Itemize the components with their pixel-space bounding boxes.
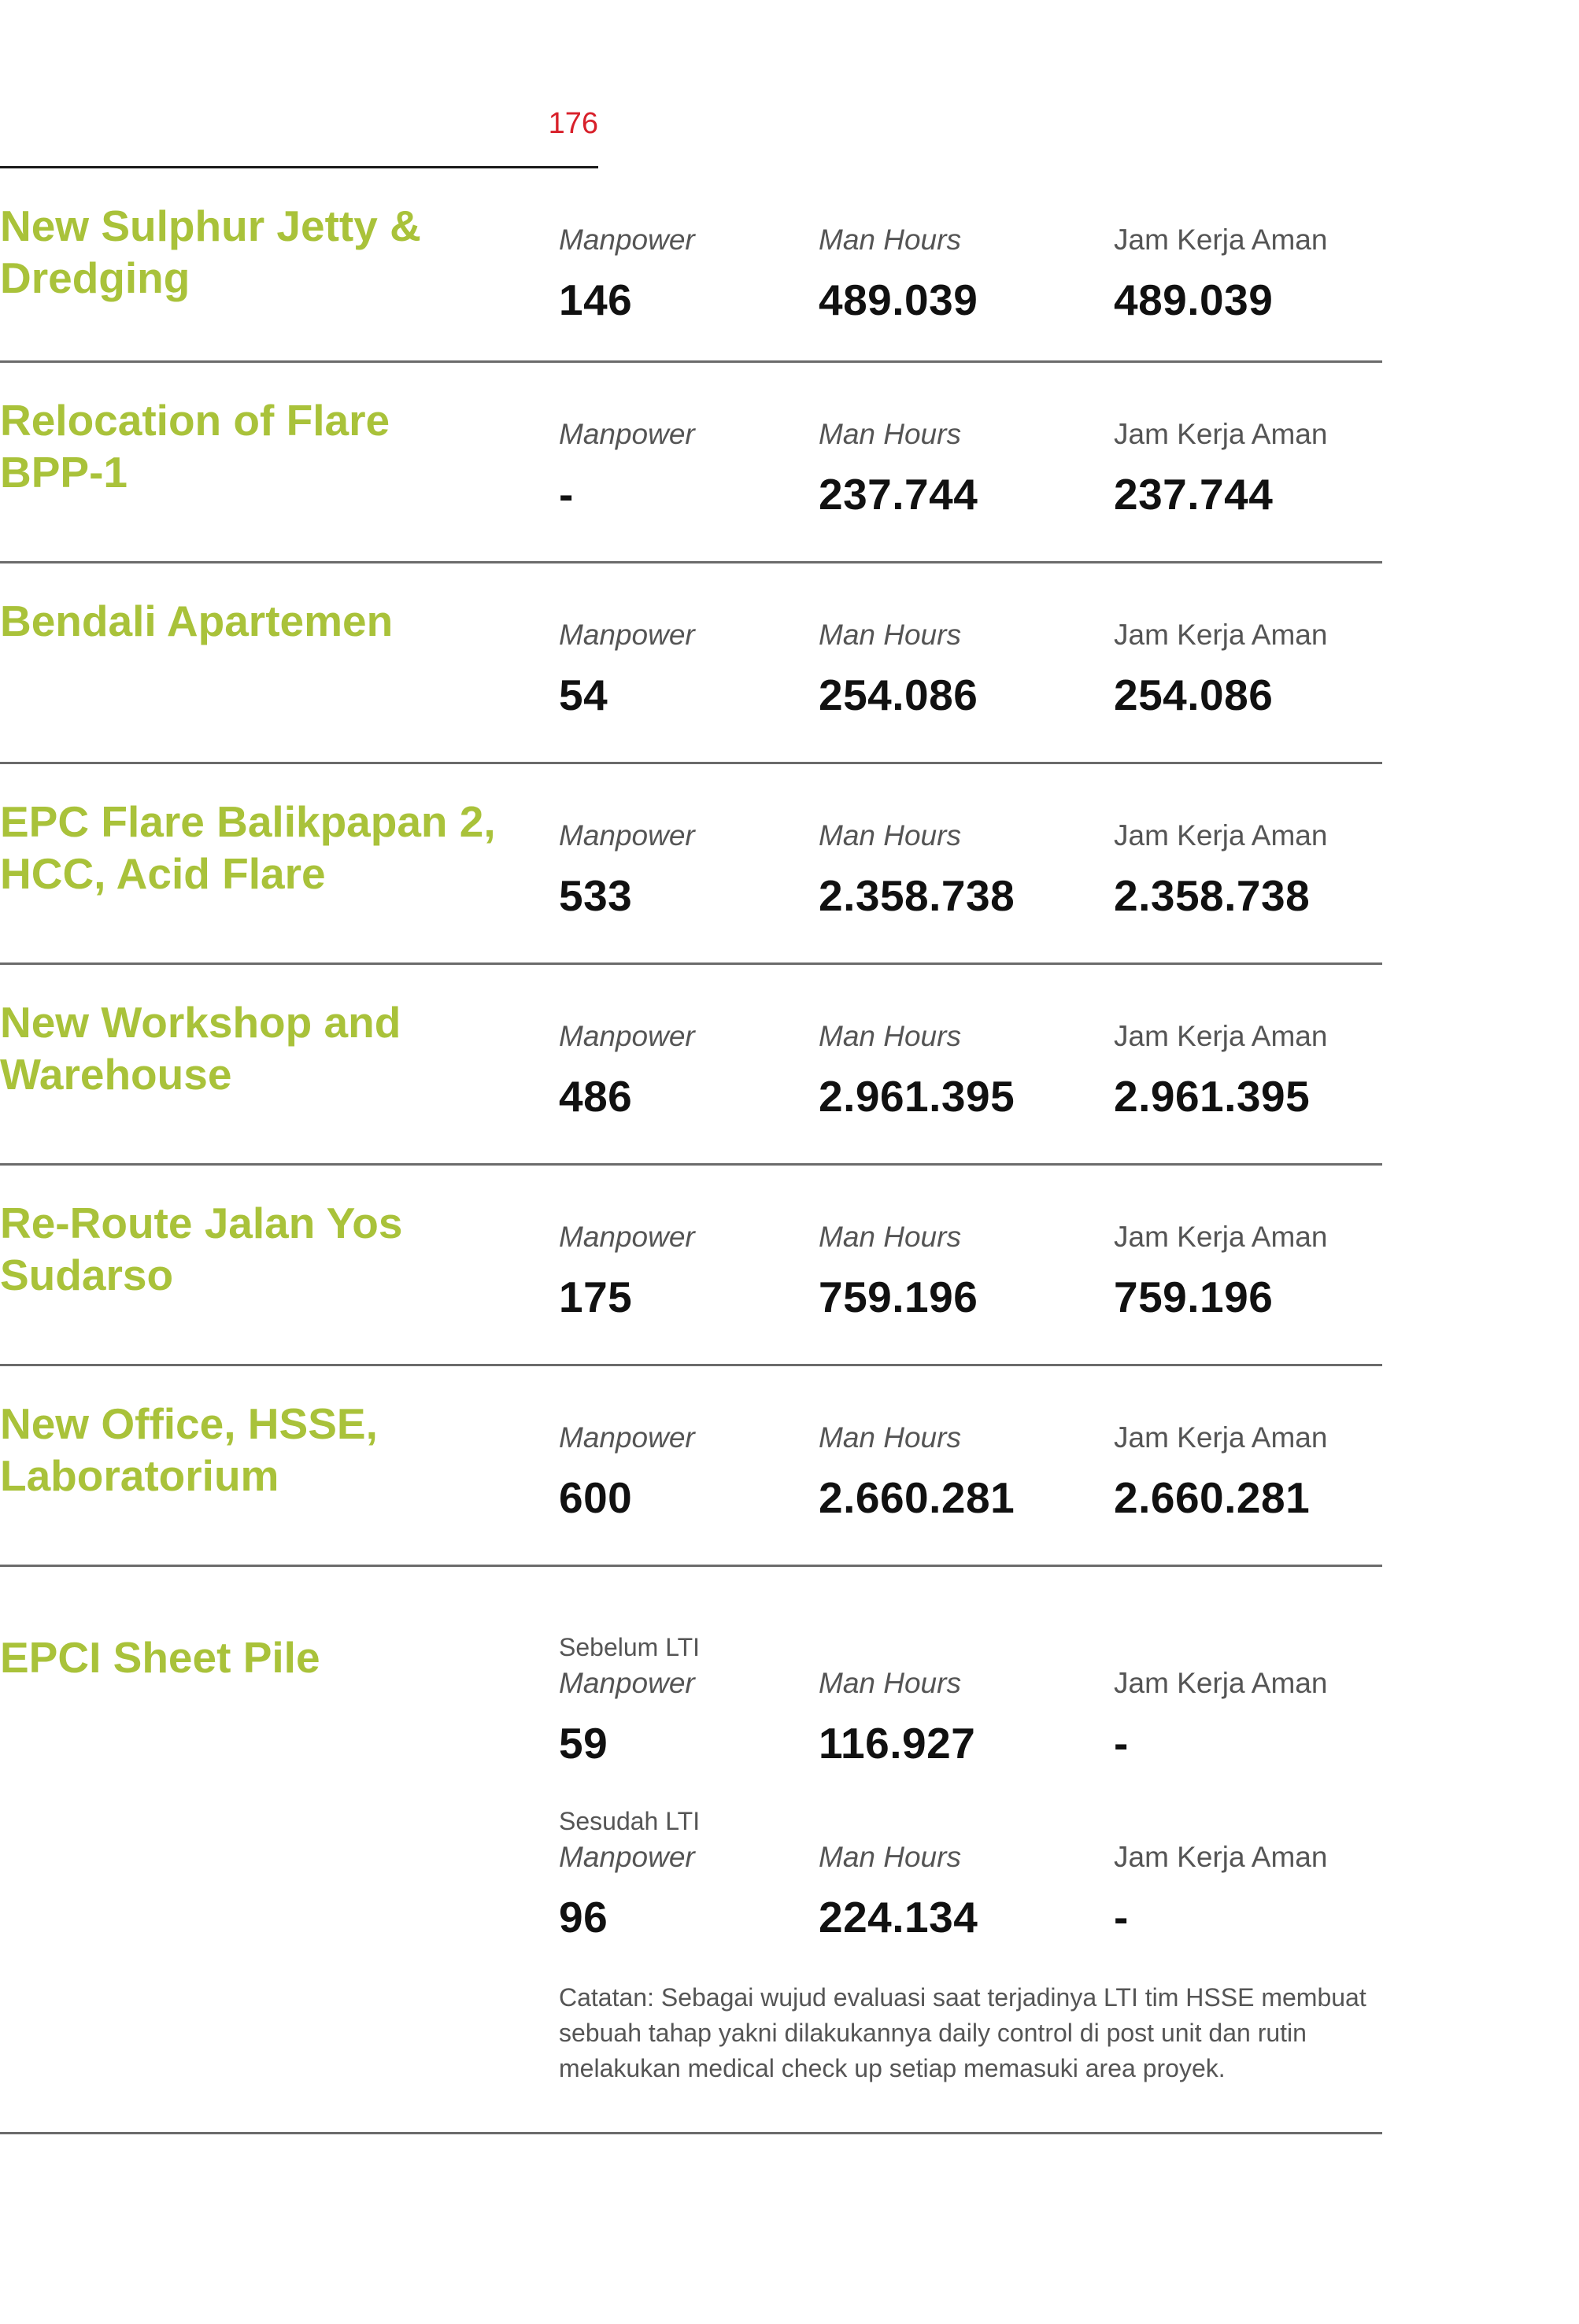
jam-kerja-aman-value: 489.039	[1114, 275, 1274, 324]
project-section-new-office-hsse: New Office, HSSE, Laboratorium Manpower …	[0, 1366, 1382, 1567]
project-title: New Office, HSSE, Laboratorium	[0, 1399, 378, 1500]
project-title: Relocation of Flare BPP-1	[0, 396, 390, 497]
man-hours-label: Man Hours	[819, 1421, 961, 1454]
manpower-value: 600	[559, 1473, 633, 1522]
manpower-value: 146	[559, 275, 633, 324]
jam-kerja-aman-value: 759.196	[1114, 1273, 1274, 1321]
man-hours-value-before: 116.927	[819, 1719, 976, 1768]
project-title: New Workshop and Warehouse	[0, 998, 401, 1099]
project-section-new-sulphur-jetty: New Sulphur Jetty & Dredging Manpower Ma…	[0, 168, 1382, 363]
man-hours-value: 237.744	[819, 470, 978, 519]
jam-kerja-aman-label: Jam Kerja Aman	[1114, 224, 1328, 256]
jam-kerja-aman-label: Jam Kerja Aman	[1114, 1667, 1328, 1699]
project-section-bendali-apartemen: Bendali Apartemen Manpower Man Hours Jam…	[0, 563, 1382, 764]
jam-kerja-aman-value: 2.660.281	[1114, 1473, 1311, 1522]
manpower-label: Manpower	[559, 224, 695, 256]
man-hours-value: 254.086	[819, 671, 978, 719]
phase-label-before-lti: Sebelum LTI	[559, 1633, 701, 1661]
manpower-label: Manpower	[559, 1667, 695, 1699]
jam-kerja-aman-label: Jam Kerja Aman	[1114, 418, 1328, 450]
manpower-label: Manpower	[559, 819, 695, 852]
manpower-label: Manpower	[559, 1421, 695, 1454]
manpower-label: Manpower	[559, 418, 695, 450]
jam-kerja-aman-value-before: -	[1114, 1719, 1129, 1768]
man-hours-label: Man Hours	[819, 418, 961, 450]
project-title: Bendali Apartemen	[0, 597, 394, 645]
header-divider	[0, 166, 598, 168]
jam-kerja-aman-value: 2.358.738	[1114, 871, 1311, 920]
jam-kerja-aman-label: Jam Kerja Aman	[1114, 1221, 1328, 1253]
project-title: EPC Flare Balikpapan 2, HCC, Acid Flare	[0, 797, 496, 898]
jam-kerja-aman-label: Jam Kerja Aman	[1114, 1841, 1328, 1873]
man-hours-label: Man Hours	[819, 619, 961, 651]
manpower-value-after: 96	[559, 1893, 608, 1942]
page-number: 176	[548, 107, 598, 140]
project-section-re-route-jalan: Re-Route Jalan Yos Sudarso Manpower Man …	[0, 1166, 1382, 1366]
jam-kerja-aman-label: Jam Kerja Aman	[1114, 1020, 1328, 1052]
project-title: EPCI Sheet Pile	[0, 1633, 320, 1682]
man-hours-label: Man Hours	[819, 1841, 961, 1873]
jam-kerja-aman-value-after: -	[1114, 1893, 1129, 1942]
manpower-value: 175	[559, 1273, 633, 1321]
jam-kerja-aman-value: 254.086	[1114, 671, 1274, 719]
project-section-epc-flare-balikpapan: EPC Flare Balikpapan 2, HCC, Acid Flare …	[0, 764, 1382, 965]
jam-kerja-aman-label: Jam Kerja Aman	[1114, 1421, 1328, 1454]
manpower-value: 533	[559, 871, 633, 920]
project-section-epci-sheet-pile: EPCI Sheet Pile Sebelum LTI Manpower Man…	[0, 1567, 1382, 2134]
man-hours-value: 489.039	[819, 275, 978, 324]
man-hours-value: 2.961.395	[819, 1072, 1015, 1121]
manpower-label: Manpower	[559, 1020, 695, 1052]
man-hours-label: Man Hours	[819, 1667, 961, 1699]
manpower-label: Manpower	[559, 619, 695, 651]
man-hours-label: Man Hours	[819, 224, 961, 256]
manpower-value: 486	[559, 1072, 633, 1121]
project-title: Re-Route Jalan Yos Sudarso	[0, 1199, 403, 1299]
manpower-value: 54	[559, 671, 608, 719]
project-section-new-workshop: New Workshop and Warehouse Manpower Man …	[0, 965, 1382, 1166]
man-hours-value: 759.196	[819, 1273, 978, 1321]
lti-evaluation-note: Catatan: Sebagai wujud evaluasi saat ter…	[559, 1983, 1366, 2082]
manpower-label: Manpower	[559, 1221, 695, 1253]
phase-label-after-lti: Sesudah LTI	[559, 1807, 701, 1835]
jam-kerja-aman-label: Jam Kerja Aman	[1114, 819, 1328, 852]
project-section-relocation-flare: Relocation of Flare BPP-1 Manpower Man H…	[0, 363, 1382, 563]
man-hours-value-after: 224.134	[819, 1893, 978, 1942]
man-hours-label: Man Hours	[819, 1221, 961, 1253]
jam-kerja-aman-label: Jam Kerja Aman	[1114, 619, 1328, 651]
manpower-label: Manpower	[559, 1841, 695, 1873]
man-hours-label: Man Hours	[819, 819, 961, 852]
jam-kerja-aman-value: 237.744	[1114, 470, 1274, 519]
man-hours-value: 2.358.738	[819, 871, 1015, 920]
man-hours-value: 2.660.281	[819, 1473, 1015, 1522]
project-title: New Sulphur Jetty & Dredging	[0, 201, 421, 302]
man-hours-label: Man Hours	[819, 1020, 961, 1052]
manpower-value: -	[559, 470, 574, 519]
jam-kerja-aman-value: 2.961.395	[1114, 1072, 1311, 1121]
manpower-value-before: 59	[559, 1719, 608, 1768]
